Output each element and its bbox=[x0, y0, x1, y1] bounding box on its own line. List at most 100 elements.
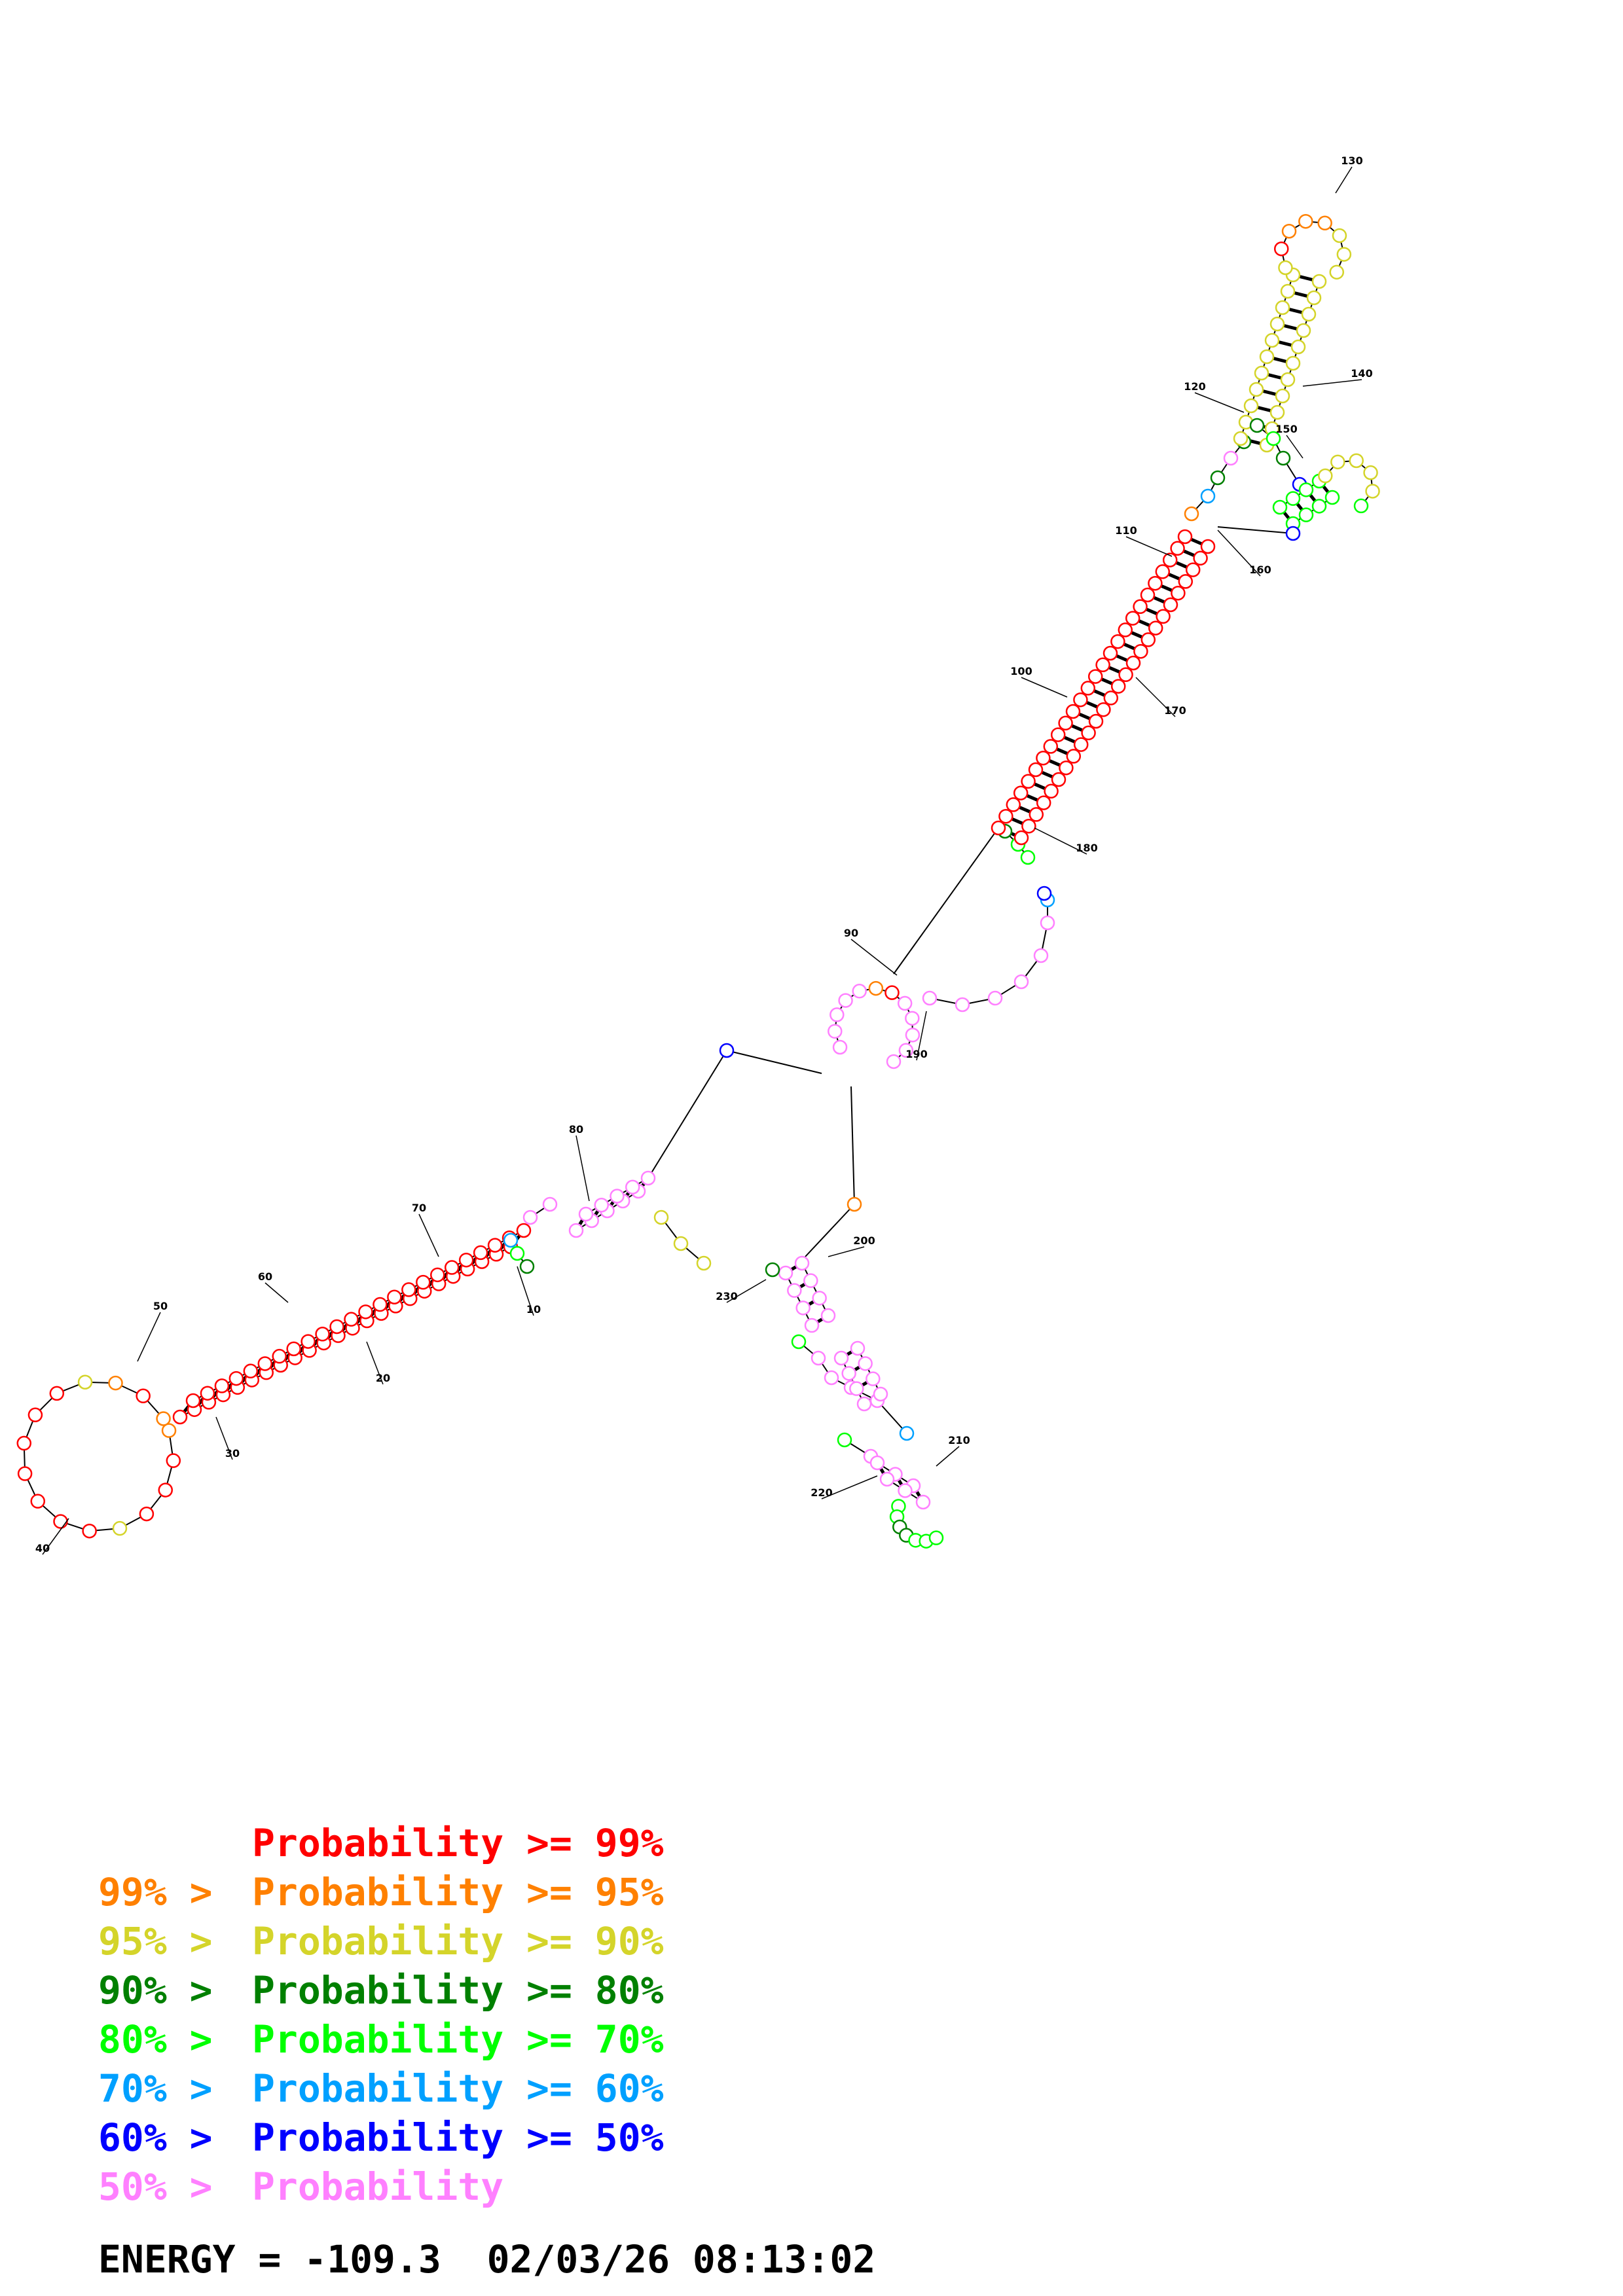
nucleotide bbox=[1073, 737, 1089, 752]
nucleotide bbox=[1103, 691, 1119, 706]
backbone-segment bbox=[1217, 526, 1294, 534]
index-tick-line bbox=[850, 939, 898, 976]
nucleotide bbox=[866, 1371, 881, 1386]
nucleotide-circle bbox=[1013, 785, 1029, 800]
nucleotide bbox=[1170, 541, 1185, 556]
nucleotide-circle bbox=[1156, 609, 1171, 624]
nucleotide bbox=[1290, 339, 1306, 355]
legend-label: Probability >= 80% bbox=[252, 1968, 664, 2013]
nucleotide-circle bbox=[1285, 355, 1301, 371]
nucleotide bbox=[315, 1327, 330, 1342]
nucleotide bbox=[1329, 264, 1345, 280]
nucleotide-circle bbox=[161, 1423, 177, 1438]
nucleotide-circle bbox=[257, 1356, 273, 1371]
nucleotide-circle bbox=[578, 1206, 594, 1222]
nucleotide-circle bbox=[286, 1341, 301, 1357]
nucleotide bbox=[795, 1300, 811, 1316]
nucleotide-circle bbox=[373, 1297, 388, 1312]
backbone-segment bbox=[726, 1050, 822, 1074]
nucleotide-circle bbox=[329, 1319, 344, 1335]
nucleotide bbox=[884, 985, 900, 1000]
index-tick-line bbox=[726, 1279, 767, 1303]
nucleotide bbox=[430, 1267, 445, 1283]
nucleotide bbox=[387, 1289, 402, 1304]
legend-prefix: 99% > bbox=[98, 1870, 236, 1914]
nucleotide-circle bbox=[1336, 247, 1352, 262]
nucleotide-circle bbox=[879, 1471, 895, 1487]
legend-prefix: 50% > bbox=[98, 2164, 236, 2209]
nucleotide bbox=[1330, 454, 1345, 470]
nucleotide-circle bbox=[1281, 223, 1297, 239]
nucleotide bbox=[998, 808, 1013, 824]
nucleotide bbox=[27, 1407, 43, 1423]
nucleotide-circle bbox=[765, 1262, 780, 1278]
nucleotide-circle bbox=[803, 1273, 818, 1288]
nucleotide-circle bbox=[1065, 704, 1081, 719]
nucleotide-circle bbox=[922, 990, 938, 1006]
nucleotide bbox=[53, 1514, 68, 1529]
nucleotide bbox=[200, 1386, 215, 1401]
nucleotide bbox=[1095, 657, 1110, 673]
nucleotide bbox=[578, 1206, 594, 1222]
nucleotide bbox=[158, 1482, 173, 1498]
index-tick-line bbox=[418, 1213, 439, 1257]
nucleotide-circle bbox=[416, 1274, 431, 1290]
nucleotide-circle bbox=[847, 1196, 862, 1212]
index-label: 90 bbox=[844, 927, 858, 939]
nucleotide-circle bbox=[873, 1386, 888, 1402]
nucleotide-circle bbox=[158, 1482, 173, 1498]
nucleotide bbox=[1210, 470, 1226, 486]
nucleotide bbox=[257, 1356, 273, 1371]
nucleotide-circle bbox=[77, 1374, 93, 1390]
nucleotide bbox=[1029, 807, 1044, 822]
nucleotide-circle bbox=[1184, 506, 1199, 522]
nucleotide-circle bbox=[824, 1370, 839, 1386]
index-label: 200 bbox=[853, 1234, 875, 1247]
nucleotide bbox=[473, 1245, 488, 1261]
nucleotide bbox=[286, 1341, 301, 1357]
nucleotide bbox=[1259, 349, 1275, 365]
nucleotide-circle bbox=[1043, 739, 1059, 754]
nucleotide bbox=[166, 1453, 181, 1468]
nucleotide bbox=[301, 1334, 316, 1349]
nucleotide-circle bbox=[856, 1396, 872, 1412]
legend-label: Probability >= 70% bbox=[252, 2017, 664, 2062]
nucleotide-circle bbox=[1223, 450, 1239, 466]
nucleotide-circle bbox=[522, 1210, 538, 1225]
index-tick-line bbox=[1335, 166, 1353, 194]
nucleotide-circle bbox=[166, 1453, 181, 1468]
nucleotide bbox=[1036, 750, 1051, 766]
nucleotide-circle bbox=[1096, 702, 1111, 717]
index-label: 10 bbox=[526, 1303, 541, 1316]
nucleotide bbox=[1365, 484, 1380, 499]
index-tick-line bbox=[1302, 379, 1362, 387]
nucleotide bbox=[696, 1255, 712, 1271]
nucleotide-circle bbox=[1273, 241, 1289, 257]
nucleotide bbox=[820, 1308, 836, 1323]
nucleotide-circle bbox=[905, 1011, 920, 1026]
legend-prefix: 70% > bbox=[98, 2066, 236, 2111]
nucleotide bbox=[1306, 290, 1322, 306]
nucleotide bbox=[1020, 850, 1036, 865]
index-tick-line bbox=[366, 1341, 384, 1385]
index-tick-line bbox=[1125, 536, 1173, 557]
nucleotide-circle bbox=[849, 1381, 864, 1396]
nucleotide-circle bbox=[1311, 274, 1327, 289]
nucleotide-circle bbox=[1006, 797, 1021, 812]
nucleotide bbox=[272, 1348, 287, 1364]
nucleotide bbox=[1155, 564, 1171, 579]
nucleotide-circle bbox=[1210, 470, 1226, 486]
nucleotide-circle bbox=[1278, 260, 1293, 276]
nucleotide bbox=[1051, 772, 1067, 787]
nucleotide-circle bbox=[458, 1252, 474, 1268]
nucleotide-circle bbox=[16, 1435, 31, 1451]
nucleotide-circle bbox=[1178, 574, 1194, 589]
index-label: 50 bbox=[153, 1300, 168, 1312]
nucleotide-circle bbox=[987, 990, 1003, 1006]
nucleotide-circle bbox=[998, 808, 1013, 824]
nucleotide bbox=[568, 1223, 584, 1238]
nucleotide bbox=[955, 997, 970, 1013]
legend-row: 95% > Probability >= 90% bbox=[98, 1921, 664, 1962]
nucleotide-circle bbox=[1298, 213, 1313, 229]
nucleotide bbox=[444, 1260, 460, 1275]
